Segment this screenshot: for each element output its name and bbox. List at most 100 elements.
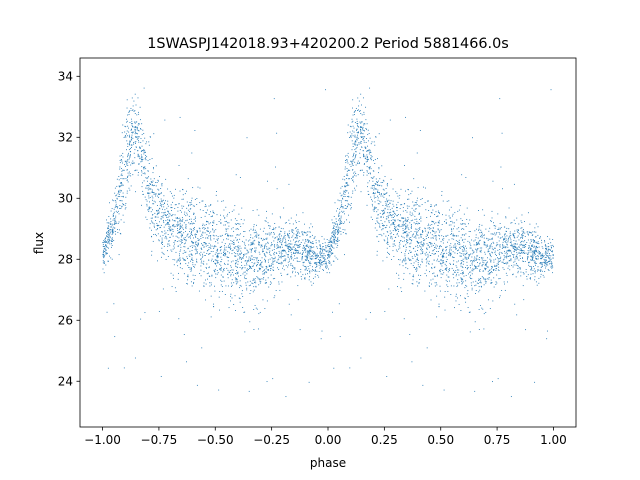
data-point [498,270,500,271]
data-point [108,230,110,232]
data-point [238,287,240,289]
data-point [168,215,170,217]
data-point [461,266,463,268]
data-point [522,257,523,259]
data-point [461,234,463,236]
data-point [486,278,488,280]
data-point [518,223,520,225]
data-point [344,186,346,188]
data-point [491,251,493,253]
data-point [548,254,550,256]
data-point [405,116,406,118]
data-point [302,256,304,258]
data-point [418,237,420,239]
data-point [159,204,161,206]
data-point [534,253,535,254]
data-point [127,181,129,183]
data-point [234,295,236,297]
data-point [377,172,379,174]
data-point [373,210,375,212]
data-point [409,273,411,275]
data-point [356,123,358,125]
data-point [293,251,295,253]
data-point [368,193,370,195]
data-point [197,238,199,239]
data-point [483,234,485,236]
data-point [460,295,461,297]
data-point [142,193,144,195]
data-point [439,285,441,287]
data-point [239,284,241,286]
data-point [361,126,363,128]
data-point [475,234,477,236]
data-point [402,241,404,242]
data-point [224,234,226,235]
data-point [523,273,525,275]
data-point [241,265,243,266]
data-point [130,154,131,156]
data-point [274,228,276,230]
data-point [207,272,209,274]
data-point [387,237,388,239]
data-point [172,259,174,261]
data-point [352,160,354,162]
data-point [295,237,297,238]
data-point [462,281,464,283]
data-point [335,226,337,228]
data-point [360,133,362,135]
data-point [404,203,406,205]
data-point [532,273,534,275]
data-point [461,260,463,262]
data-point [270,274,272,276]
data-point [384,240,386,242]
data-point [313,251,315,252]
data-point [239,253,240,255]
data-point [146,185,148,186]
data-point [352,146,354,147]
data-point [145,187,147,189]
data-point [465,177,467,178]
data-point [182,194,184,196]
data-point [146,177,148,179]
data-point [419,245,420,247]
data-point [244,311,246,313]
data-point [338,200,340,202]
data-point [466,218,468,220]
data-point [226,222,228,224]
data-point [377,221,379,223]
data-point [236,250,238,252]
data-point [537,255,539,257]
data-point [451,220,453,222]
data-point [291,253,293,255]
data-point [408,232,410,234]
data-point [368,167,370,169]
data-point [357,126,359,127]
data-point [377,191,378,193]
data-point [529,265,531,267]
data-point [520,220,522,222]
data-point [231,243,233,245]
data-point [550,262,552,264]
data-point [419,205,421,207]
data-point [305,256,307,258]
data-point [345,160,347,161]
data-point [481,259,483,261]
data-point [176,224,178,226]
data-point [304,277,306,279]
data-point [512,273,514,275]
data-point [103,242,105,243]
data-point [413,236,415,238]
data-point [253,243,255,245]
data-point [514,303,516,305]
data-point [131,147,132,148]
data-point [278,258,280,260]
data-point [122,203,124,205]
data-point [161,256,162,258]
data-point [460,277,462,279]
data-point [115,200,117,202]
data-point [513,240,515,242]
data-point [442,200,444,202]
data-point [552,266,554,268]
data-point [125,203,127,204]
data-point [545,261,546,263]
